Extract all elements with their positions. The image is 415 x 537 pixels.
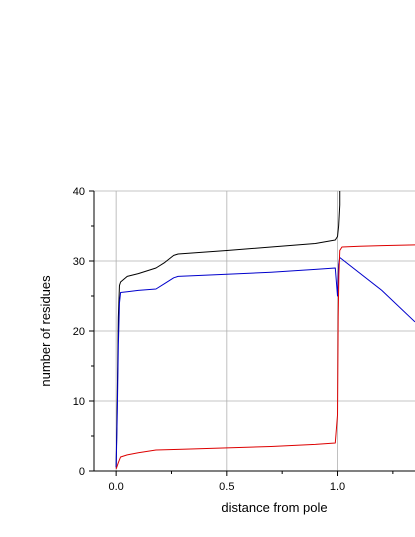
y-tick-label-2: 20 <box>73 326 85 338</box>
data-series <box>115 191 415 470</box>
y-tick-label-4: 40 <box>73 186 85 198</box>
x-axis-label: distance from pole <box>221 500 327 515</box>
y-tick-label-3: 30 <box>73 256 85 268</box>
series-line-0 <box>115 191 341 468</box>
y-tick-label-0: 0 <box>79 466 85 478</box>
series-line-1 <box>115 257 415 468</box>
x-tick-label-1: 0.5 <box>219 481 234 493</box>
y-tick-label-1: 10 <box>73 396 85 408</box>
tick-labels: 0.0 0.5 1.0 0 10 20 30 40 <box>73 186 345 493</box>
x-tick-label-0: 0.0 <box>108 481 123 493</box>
grid-lines <box>94 190 415 471</box>
x-tick-label-2: 1.0 <box>330 481 345 493</box>
tick-marks <box>89 190 394 476</box>
series-line-2 <box>115 244 415 470</box>
y-axis-label: number of residues <box>38 275 53 387</box>
